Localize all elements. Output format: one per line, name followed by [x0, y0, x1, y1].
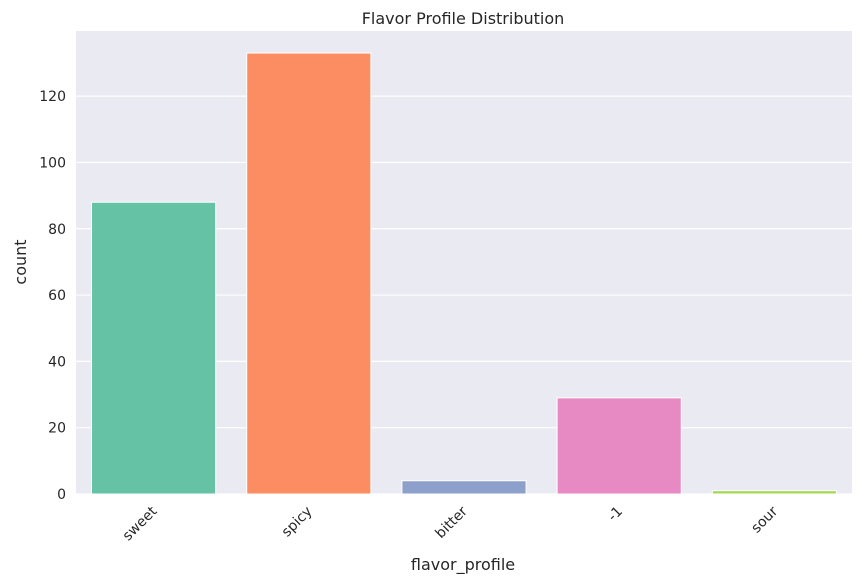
bar-spicy	[246, 52, 372, 495]
bar-bitter	[401, 480, 527, 495]
y-tick-label: 120	[39, 89, 66, 105]
x-tick-label: -1	[605, 504, 626, 525]
x-axis-ticks: sweet spicy bitter -1 sour	[120, 503, 782, 544]
bars	[91, 52, 837, 495]
x-tick-label: sweet	[120, 503, 161, 544]
x-axis-label: flavor_profile	[411, 555, 515, 575]
y-tick-label: 80	[48, 222, 66, 238]
y-axis-ticks: 0 20 40 60 80 100 120	[39, 89, 66, 503]
x-tick-label: sour	[748, 503, 781, 536]
bar-sweet	[91, 201, 217, 495]
y-tick-label: 0	[57, 487, 66, 503]
x-tick-label: bitter	[433, 503, 471, 541]
y-tick-label: 60	[48, 288, 66, 304]
chart-title: Flavor Profile Distribution	[362, 9, 565, 28]
y-tick-label: 40	[48, 354, 66, 370]
y-tick-label: 100	[39, 155, 66, 171]
bar-sour	[711, 490, 837, 495]
x-tick-label: spicy	[279, 504, 316, 541]
y-tick-label: 20	[48, 421, 66, 437]
y-axis-label: count	[11, 239, 30, 284]
bar--1	[556, 397, 682, 495]
